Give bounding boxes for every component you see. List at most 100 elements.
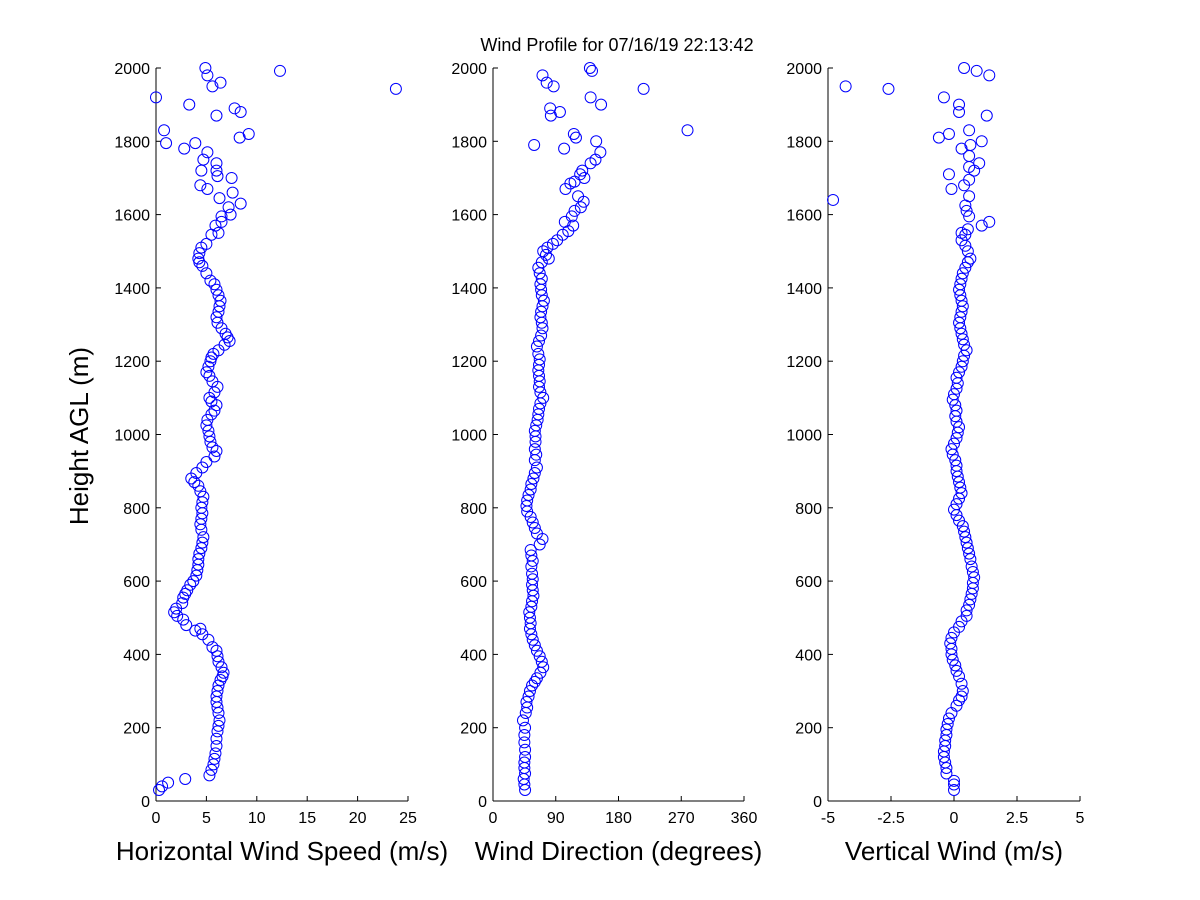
data-point	[193, 547, 206, 560]
x-tick-label: -2.5	[877, 810, 905, 827]
data-point	[187, 575, 200, 588]
data-point	[158, 124, 171, 137]
data-point	[942, 168, 955, 181]
data-point	[955, 327, 968, 340]
data-point	[983, 215, 996, 228]
data-point	[215, 661, 228, 674]
x-tick-label: 15	[298, 810, 316, 827]
x-tick-label: 0	[950, 810, 959, 827]
data-point	[567, 219, 580, 232]
data-point	[544, 102, 557, 115]
data-point	[184, 578, 197, 591]
data-point	[956, 267, 969, 280]
x-tick-label: 90	[547, 810, 565, 827]
data-point	[975, 219, 988, 232]
data-point	[200, 455, 213, 468]
data-point	[533, 335, 546, 348]
data-point	[530, 527, 543, 540]
data-point	[203, 769, 216, 782]
data-point	[194, 179, 207, 192]
data-point	[180, 619, 193, 632]
data-point	[197, 153, 210, 166]
data-point	[234, 197, 247, 210]
data-point	[520, 696, 533, 709]
x-tick-label: 0	[152, 810, 161, 827]
data-point	[530, 448, 543, 461]
data-point	[200, 267, 213, 280]
y-tick-label: 2000	[114, 61, 150, 78]
data-point	[199, 62, 212, 74]
data-point	[192, 553, 205, 566]
data-point	[958, 525, 971, 538]
data-point	[959, 531, 972, 544]
data-point	[965, 560, 978, 573]
data-point	[523, 685, 536, 698]
data-point	[214, 294, 227, 307]
data-point	[966, 565, 979, 578]
data-point	[576, 164, 589, 177]
x-tick-label: 5	[202, 810, 211, 827]
data-point	[201, 182, 214, 195]
data-point	[206, 80, 219, 93]
data-point	[210, 157, 223, 170]
y-tick-label: 800	[123, 501, 150, 518]
data-point	[189, 137, 202, 150]
data-point	[958, 62, 971, 74]
data-point	[948, 778, 960, 791]
data-point	[160, 137, 173, 150]
data-point	[224, 208, 237, 221]
y-tick-label: 600	[460, 574, 487, 591]
data-point	[201, 69, 214, 82]
data-point	[980, 109, 993, 122]
data-point	[212, 719, 225, 732]
data-point	[956, 333, 969, 346]
data-point	[953, 283, 966, 296]
data-point	[222, 201, 235, 214]
x-axis-label: Wind Direction (degrees)	[475, 836, 763, 866]
data-point	[179, 773, 192, 786]
data-point	[960, 204, 973, 217]
data-point	[963, 210, 976, 223]
y-tick-label: 0	[141, 794, 150, 811]
data-point	[595, 98, 608, 111]
data-point	[961, 542, 974, 555]
y-tick-label: 1400	[786, 281, 822, 298]
data-point	[201, 146, 214, 159]
data-point	[839, 80, 852, 93]
data-point	[963, 598, 976, 611]
data-point	[973, 157, 986, 170]
data-point	[204, 274, 217, 287]
data-point	[574, 201, 587, 214]
data-point	[206, 441, 219, 454]
data-point	[953, 421, 966, 434]
data-point	[208, 404, 221, 417]
data-point	[961, 245, 974, 258]
data-point	[526, 633, 539, 646]
data-point	[950, 699, 963, 712]
data-point	[882, 82, 895, 95]
y-tick-label: 1000	[451, 428, 487, 445]
data-point	[242, 127, 255, 140]
data-point	[226, 186, 239, 199]
x-tick-label: 0	[489, 810, 498, 827]
data-point	[970, 64, 983, 77]
x-tick-label: -5	[821, 810, 835, 827]
data-point	[205, 763, 218, 776]
data-point	[200, 419, 213, 432]
data-point	[953, 514, 966, 527]
y-tick-label: 400	[460, 647, 487, 664]
data-point	[953, 98, 966, 111]
data-point	[959, 261, 972, 274]
data-point	[960, 344, 973, 357]
data-point	[522, 488, 535, 501]
data-point	[181, 584, 194, 597]
data-point	[519, 743, 532, 756]
data-point	[522, 690, 535, 703]
data-point	[963, 547, 976, 560]
y-tick-label: 1600	[786, 208, 822, 225]
y-tick-label: 1000	[786, 428, 822, 445]
data-point	[273, 64, 286, 77]
data-point	[208, 450, 221, 463]
data-point	[518, 756, 531, 769]
data-point	[964, 593, 977, 606]
